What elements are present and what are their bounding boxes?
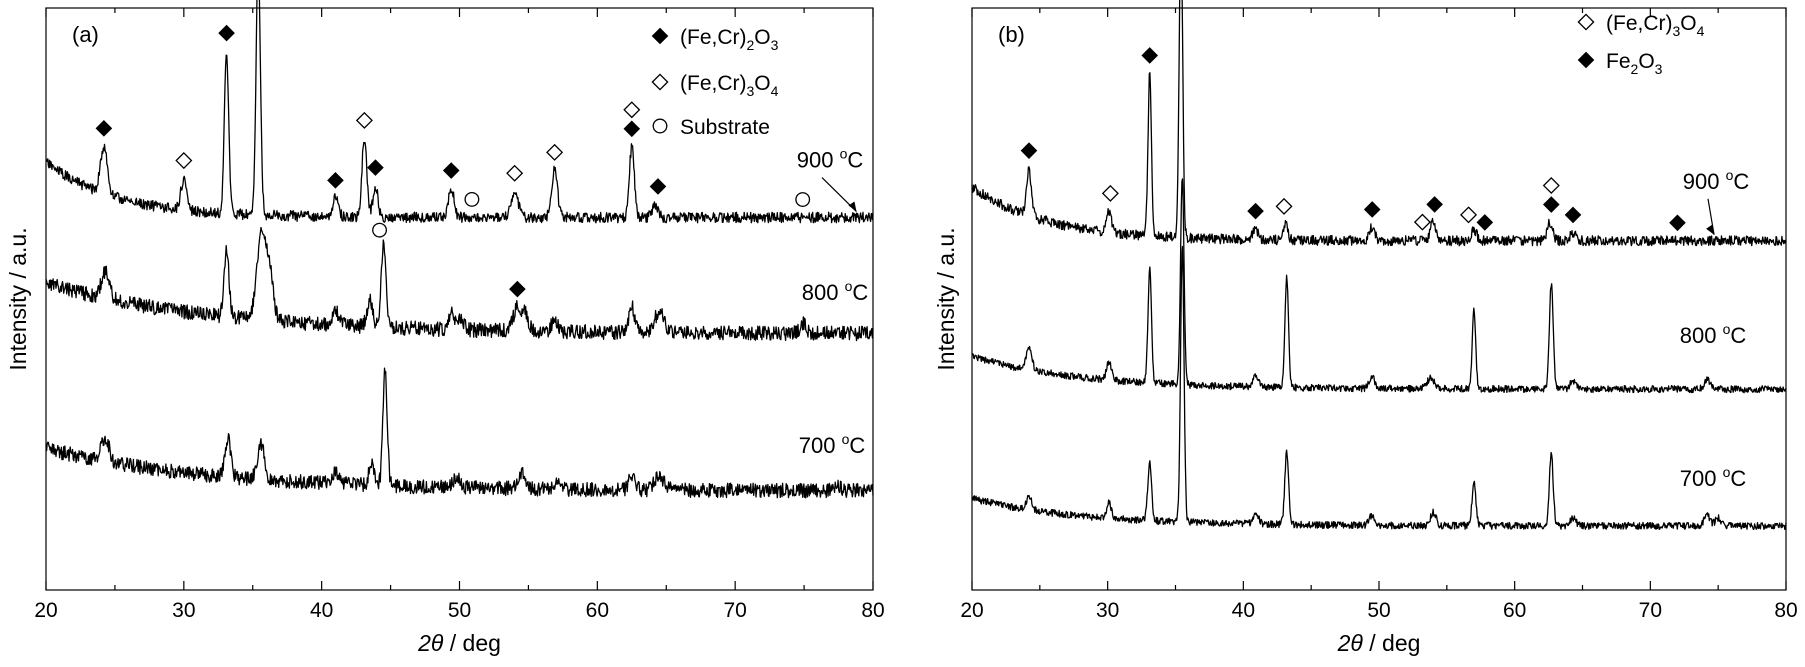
filled-diamond-marker xyxy=(1020,142,1038,159)
filled-diamond-marker xyxy=(651,27,669,45)
temperature-label: 700 oC xyxy=(799,431,866,458)
open-diamond-marker xyxy=(546,143,564,161)
panel-b: 20 30 40 50 60 70 80 2θ / deg Intensity / a.u. (b… xyxy=(933,0,1798,656)
filled-diamond-marker xyxy=(1564,206,1582,224)
temperature-label: 700 oC xyxy=(1680,464,1747,491)
x-tick-label: 60 xyxy=(1503,599,1526,622)
filled-diamond-marker xyxy=(327,172,344,189)
filled-diamond-marker xyxy=(367,159,384,176)
x-tick-label: 30 xyxy=(172,599,195,622)
filled-diamond-marker xyxy=(1426,196,1443,213)
temperature-arrowhead xyxy=(1706,224,1715,235)
open-diamond-marker xyxy=(1460,206,1478,224)
filled-diamond-marker xyxy=(509,280,526,298)
open-diamond-marker xyxy=(623,101,641,119)
open-diamond-marker xyxy=(1542,177,1560,195)
x-tick-label: 60 xyxy=(586,599,609,622)
filled-diamond-marker xyxy=(649,178,667,195)
xrd-trace-800c xyxy=(971,178,1787,394)
legend-entry-label: Fe2O3 xyxy=(1606,50,1663,77)
temperature-arrowhead xyxy=(848,201,857,212)
x-tick-label: 80 xyxy=(1774,599,1797,622)
y-axis-label: Intensity / a.u. xyxy=(5,227,31,370)
temperature-label: 800 oC xyxy=(802,278,869,305)
substrate-circle-marker xyxy=(372,222,388,238)
x-axis-label: 2θ / deg xyxy=(417,630,501,656)
filled-diamond-marker xyxy=(1247,202,1264,220)
x-tick-label: 20 xyxy=(960,599,983,622)
filled-diamond-marker xyxy=(442,162,460,179)
open-diamond-marker xyxy=(1577,13,1595,31)
open-diamond-marker xyxy=(651,73,669,91)
panel-a: 20 30 40 50 60 70 80 2θ / deg Intensity / a.u. (a… xyxy=(5,0,885,656)
filled-diamond-marker xyxy=(218,24,235,42)
x-tick-label: 20 xyxy=(34,599,57,622)
open-diamond-marker xyxy=(1413,213,1431,231)
xrd-trace-700c xyxy=(971,245,1787,531)
temperature-label: 900 oC xyxy=(797,146,864,173)
y-axis-label: Intensity / a.u. xyxy=(933,227,959,370)
open-diamond-marker xyxy=(1101,184,1119,202)
panel-label: (b) xyxy=(998,22,1025,47)
x-tick-label: 70 xyxy=(723,599,746,622)
open-diamond-marker xyxy=(175,152,193,170)
xrd-trace-700c xyxy=(45,367,874,499)
x-tick-label: 50 xyxy=(1367,599,1390,622)
filled-diamond-marker xyxy=(1577,51,1595,69)
substrate-circle-marker xyxy=(652,118,668,134)
temperature-arrow xyxy=(1707,198,1715,235)
plot-frame xyxy=(971,7,1787,591)
substrate-circle-marker xyxy=(795,192,811,207)
filled-diamond-marker xyxy=(1141,47,1159,64)
x-tick-label: 40 xyxy=(1232,599,1255,622)
x-tick-label: 40 xyxy=(310,599,333,622)
open-diamond-marker xyxy=(506,164,524,182)
legend-entry-label: (Fe,Cr)3O4 xyxy=(680,72,779,99)
xrd-trace-900c xyxy=(45,0,874,224)
temperature-label: 900 oC xyxy=(1683,167,1750,194)
x-tick-label: 30 xyxy=(1096,599,1119,622)
xrd-trace-800c xyxy=(45,226,874,342)
substrate-circle-marker xyxy=(464,191,480,207)
xrd-trace-900c xyxy=(971,0,1787,247)
x-tick-label: 70 xyxy=(1639,599,1662,622)
filled-diamond-marker xyxy=(1476,214,1494,231)
open-diamond-marker xyxy=(1275,197,1293,215)
legend-entry-label: (Fe,Cr)2O3 xyxy=(680,26,779,53)
legend-entry-label: (Fe,Cr)3O4 xyxy=(1606,12,1705,39)
open-diamond-marker xyxy=(355,111,373,129)
x-tick-label: 50 xyxy=(448,599,471,622)
temperature-label: 800 oC xyxy=(1680,321,1747,348)
filled-diamond-marker xyxy=(95,120,113,137)
filled-diamond-marker xyxy=(1669,214,1686,232)
panel-label: (a) xyxy=(72,22,99,47)
filled-diamond-marker xyxy=(1363,201,1381,218)
x-axis-label: 2θ / deg xyxy=(1337,630,1421,656)
legend-entry-label: Substrate xyxy=(680,116,770,139)
filled-diamond-marker xyxy=(623,120,641,138)
filled-diamond-marker xyxy=(1542,196,1560,213)
x-tick-label: 80 xyxy=(861,599,884,622)
